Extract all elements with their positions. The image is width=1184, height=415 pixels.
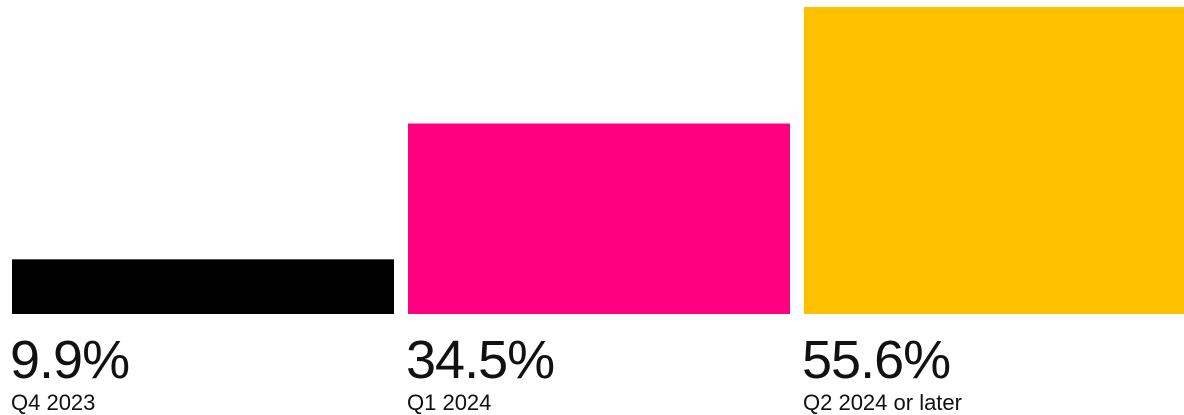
value-label-1: 9.9% (10, 330, 129, 390)
value-label-2: 34.5% (406, 330, 554, 390)
bar-2 (408, 123, 790, 314)
category-label-1: Q4 2023 (11, 390, 95, 415)
bars-group (12, 7, 1184, 314)
category-label-3: Q2 2024 or later (803, 390, 962, 415)
bar-3 (804, 7, 1184, 314)
bar-1 (12, 259, 394, 314)
category-label-2: Q1 2024 (407, 390, 491, 415)
category-labels-group: Q4 2023 Q1 2024 Q2 2024 or later (11, 390, 962, 415)
value-labels-group: 9.9% 34.5% 55.6% (10, 330, 951, 390)
value-label-3: 55.6% (802, 330, 950, 390)
